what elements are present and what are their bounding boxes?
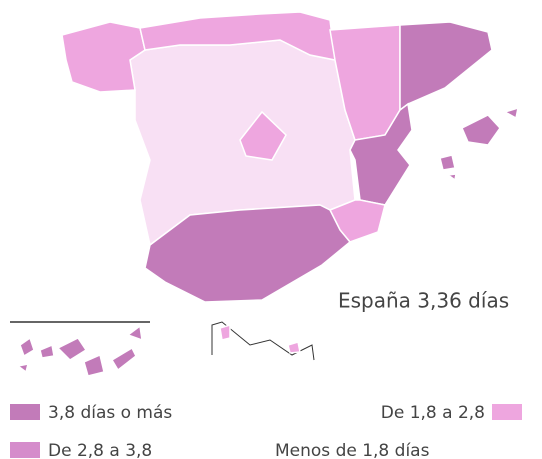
region — [503, 106, 519, 120]
inset-border — [211, 321, 315, 361]
region — [239, 110, 287, 161]
region — [219, 323, 231, 341]
legend-label: De 1,8 a 2,8 — [381, 403, 485, 423]
region — [139, 11, 336, 61]
region — [446, 173, 457, 182]
region — [439, 154, 456, 171]
region — [461, 114, 501, 146]
region — [126, 324, 143, 342]
legend-label: Menos de 1,8 días — [275, 441, 430, 459]
region — [39, 343, 55, 359]
region — [110, 346, 137, 372]
legend-label: De 2,8 a 3,8 — [48, 441, 152, 459]
region — [61, 21, 146, 93]
legend-swatch — [492, 404, 522, 420]
region — [16, 363, 30, 374]
region — [83, 353, 105, 377]
region — [287, 341, 301, 354]
region — [144, 204, 352, 303]
legend-swatch — [10, 442, 40, 458]
region — [56, 337, 88, 361]
legend-label: 3,8 días o más — [48, 403, 172, 423]
region — [19, 336, 35, 358]
region — [399, 21, 493, 112]
legend-swatch — [10, 404, 40, 420]
summary: España 3,36 días — [338, 289, 509, 313]
